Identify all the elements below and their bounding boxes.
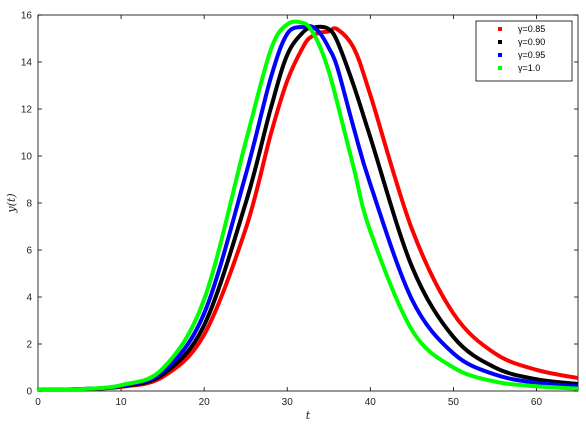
legend-marker-3 [498,66,502,70]
x-tick-label: 30 [282,397,294,408]
y-tick-label: 2 [26,340,32,351]
x-tick-label: 10 [116,397,128,408]
legend-label-1: γ=0.90 [518,37,545,47]
x-axis-label: t [306,409,311,422]
x-tick-label: 20 [199,397,211,408]
x-tick-label: 40 [365,397,377,408]
y-tick-label: 6 [26,246,32,257]
legend-label-0: γ=0.85 [518,24,545,34]
y-axis-ticks: 0 2 4 6 8 10 12 14 16 [21,11,578,398]
series-layer [38,19,578,391]
x-tick-label: 60 [531,397,543,408]
y-tick-label: 14 [21,58,33,69]
y-tick-label: 4 [26,293,32,304]
legend: γ=0.85 γ=0.90 γ=0.95 γ=1.0 [475,20,573,82]
legend-marker-2 [498,53,502,57]
legend-label-2: γ=0.95 [518,50,545,60]
legend-box [475,20,573,82]
y-tick-label: 16 [21,11,33,22]
y-tick-label: 12 [21,105,33,116]
legend-marker-0 [498,27,502,31]
series-line-2 [38,23,578,391]
legend-marker-1 [498,40,502,44]
y-tick-label: 0 [26,387,32,398]
legend-label-3: γ=1.0 [518,63,540,73]
y-tick-label: 8 [26,199,32,210]
y-axis-label: y(t) [5,193,18,213]
x-axis-ticks: 0 10 20 30 40 50 60 [35,15,542,408]
y-tick-label: 10 [21,152,33,163]
x-tick-label: 50 [448,397,460,408]
x-tick-label: 0 [35,397,41,408]
series-line-3 [38,19,578,391]
series-line-0 [38,26,578,391]
